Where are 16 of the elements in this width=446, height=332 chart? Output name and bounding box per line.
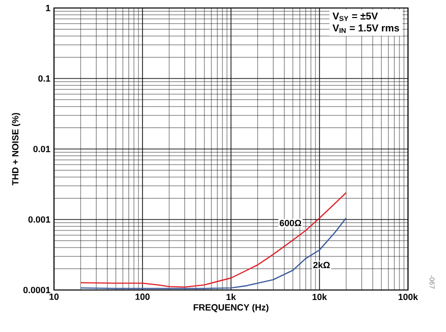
x-tick-label: 10k: [312, 294, 327, 300]
x-tick-label: 10: [50, 294, 59, 300]
y-tick-label: 0.01: [33, 146, 50, 152]
series-label: 2kΩ: [313, 262, 330, 268]
x-tick-label: 100k: [398, 294, 418, 300]
x-axis-title: FREQUENCY (Hz): [194, 304, 268, 312]
series-label: 600Ω: [280, 220, 302, 226]
y-tick-label: 1: [46, 4, 50, 12]
annotation: V$_{SY}$ = ±5V: [332, 12, 378, 22]
y-axis-title: THD + NOISE (%): [12, 112, 20, 186]
y-tick-label: 0.1: [38, 75, 50, 82]
y-tick-label: 0.001: [28, 216, 50, 223]
x-tick-label: 100: [136, 294, 150, 300]
y-tick-label: 0.0001: [23, 286, 50, 294]
x-tick-label: 1k: [226, 294, 236, 300]
annotation: V$_{IN}$ = 1.5V rms: [332, 24, 400, 33]
